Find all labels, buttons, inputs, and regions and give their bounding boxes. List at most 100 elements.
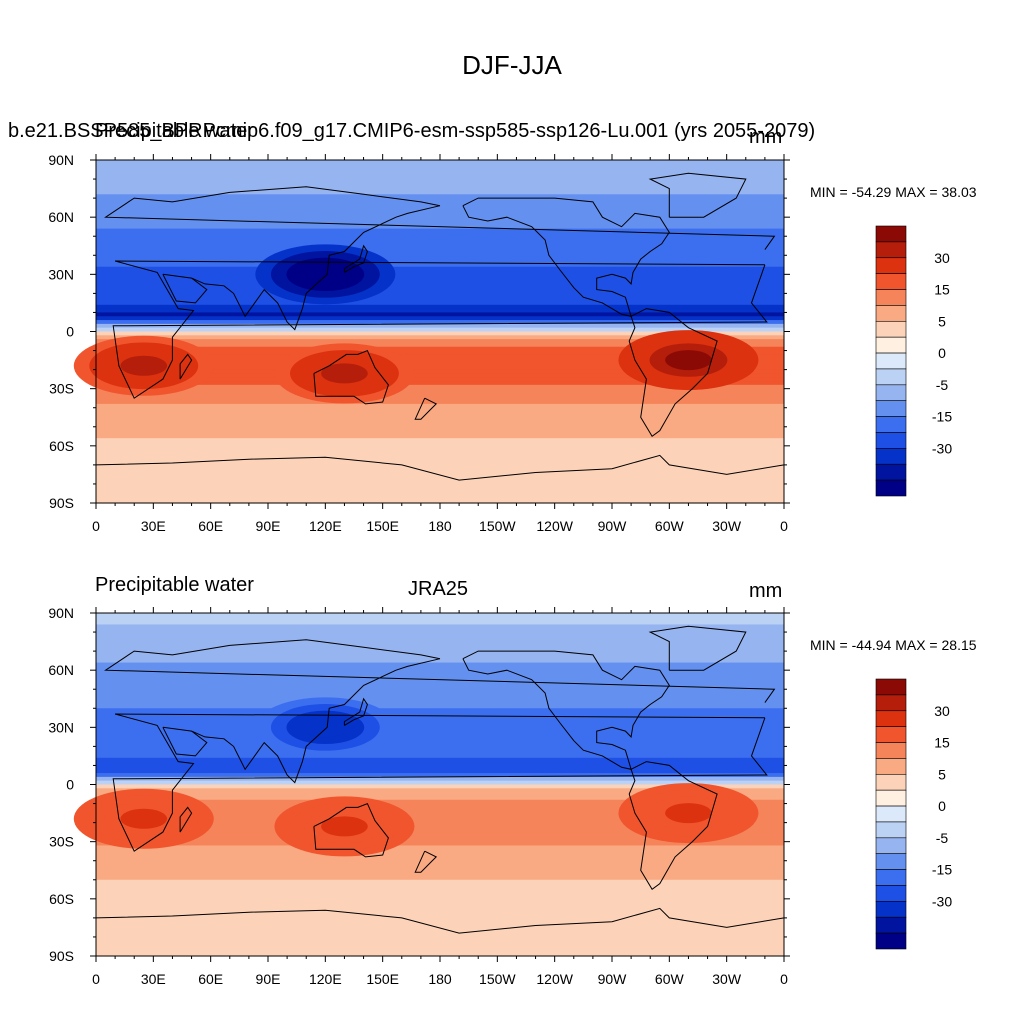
zonal-band bbox=[96, 632, 784, 637]
zonal-band bbox=[96, 251, 784, 256]
zonal-band bbox=[96, 780, 784, 786]
coastline bbox=[343, 697, 368, 726]
zonal-band bbox=[96, 480, 784, 485]
zonal-band bbox=[96, 464, 784, 470]
zonal-band bbox=[96, 289, 784, 294]
coastline bbox=[628, 308, 718, 438]
lat-tick-label: 0 bbox=[66, 777, 74, 793]
zonal-band bbox=[96, 754, 784, 759]
zonal-band bbox=[96, 476, 784, 481]
zonal-band bbox=[96, 255, 784, 260]
coastline bbox=[343, 244, 368, 273]
colorbar-swatch bbox=[875, 225, 907, 243]
zonal-band bbox=[96, 933, 784, 938]
zonal-band bbox=[96, 232, 784, 237]
zonal-band bbox=[96, 365, 784, 371]
zonal-band bbox=[96, 902, 784, 908]
zonal-band bbox=[96, 499, 784, 504]
zonal-band bbox=[96, 845, 784, 850]
zonal-band bbox=[96, 323, 784, 329]
zonal-band bbox=[96, 734, 784, 740]
zonal-band bbox=[96, 651, 784, 656]
lat-tick-label: 90N bbox=[48, 152, 74, 168]
coastline bbox=[648, 625, 747, 671]
zonal-band bbox=[96, 194, 784, 199]
zonal-band bbox=[96, 358, 784, 363]
zonal-band bbox=[96, 182, 784, 188]
lat-tick-label: 30S bbox=[49, 381, 74, 397]
zonal-band bbox=[96, 875, 784, 881]
zonal-band bbox=[96, 331, 784, 336]
zonal-band bbox=[96, 742, 784, 747]
zonal-band bbox=[96, 910, 784, 915]
zonal-band bbox=[96, 301, 784, 306]
zonal-band bbox=[96, 704, 784, 709]
zonal-band bbox=[96, 803, 784, 808]
zonal-band bbox=[96, 898, 784, 904]
zonal-band bbox=[96, 639, 784, 645]
zonal-band bbox=[96, 373, 784, 378]
lat-tick-label: 30N bbox=[48, 719, 74, 735]
coastline bbox=[179, 353, 193, 380]
zonal-band bbox=[96, 811, 784, 816]
coastline bbox=[104, 186, 776, 250]
zonal-band bbox=[96, 167, 784, 173]
zonal-band bbox=[96, 921, 784, 927]
lon-tick-label: 150W bbox=[479, 518, 516, 534]
zonal-band bbox=[96, 765, 784, 770]
zonal-band bbox=[96, 259, 784, 264]
zonal-band bbox=[96, 312, 784, 317]
lat-tick-label: 60S bbox=[49, 438, 74, 454]
colorbar-swatch bbox=[875, 885, 907, 902]
zonal-band bbox=[96, 914, 784, 919]
colorbar-swatch bbox=[875, 479, 907, 497]
zonal-band bbox=[96, 727, 784, 732]
zonal-band bbox=[96, 419, 784, 424]
coastline bbox=[462, 197, 670, 317]
coastline bbox=[414, 850, 438, 873]
zonal-band bbox=[96, 860, 784, 866]
colorbar-swatch bbox=[875, 694, 907, 712]
zonal-band bbox=[96, 731, 784, 736]
zonal-band bbox=[96, 948, 784, 953]
colorbar-label: -15 bbox=[932, 862, 952, 878]
zonal-band bbox=[96, 940, 784, 946]
zonal-band bbox=[96, 201, 784, 207]
panel2-minmax: MIN = -44.94 MAX = 28.15 bbox=[810, 637, 977, 653]
zonal-band bbox=[96, 449, 784, 455]
colorbar-label: 5 bbox=[938, 313, 946, 329]
zonal-band bbox=[96, 795, 784, 801]
zonal-band bbox=[96, 719, 784, 725]
zonal-band bbox=[96, 293, 784, 298]
zonal-band bbox=[96, 483, 784, 489]
zonal-band bbox=[96, 891, 784, 896]
zonal-band bbox=[96, 342, 784, 348]
colorbar-label: 15 bbox=[934, 735, 950, 751]
zonal-band bbox=[96, 715, 784, 721]
zonal-band bbox=[96, 643, 784, 648]
lat-tick-label: 30N bbox=[48, 266, 74, 282]
zonal-band bbox=[96, 354, 784, 359]
panel2-colorbar: 30 15 5 0 -5 -15 -30 bbox=[875, 678, 952, 950]
zonal-band bbox=[96, 616, 784, 622]
lat-tick-label: 90S bbox=[49, 948, 74, 964]
zonal-band bbox=[96, 369, 784, 375]
zonal-band bbox=[96, 461, 784, 466]
panel1-minmax: MIN = -54.29 MAX = 38.03 bbox=[810, 184, 977, 200]
colorbar-label: -30 bbox=[932, 893, 952, 909]
lon-tick-label: 120E bbox=[309, 971, 342, 987]
zonal-band bbox=[96, 442, 784, 447]
zonal-band bbox=[96, 190, 784, 195]
zonal-band bbox=[96, 879, 784, 885]
zonal-band bbox=[96, 175, 784, 180]
colorbar-swatch bbox=[875, 432, 907, 449]
lat-tick-label: 90N bbox=[48, 605, 74, 621]
colorbar-swatch bbox=[875, 758, 907, 775]
colorbar-swatch bbox=[875, 726, 907, 743]
zonal-band bbox=[96, 320, 784, 325]
colorbar-swatch bbox=[875, 448, 907, 465]
zonal-band bbox=[96, 457, 784, 462]
colorbar-swatch bbox=[875, 901, 907, 918]
zonal-band bbox=[96, 381, 784, 386]
lon-tick-label: 90E bbox=[256, 971, 281, 987]
